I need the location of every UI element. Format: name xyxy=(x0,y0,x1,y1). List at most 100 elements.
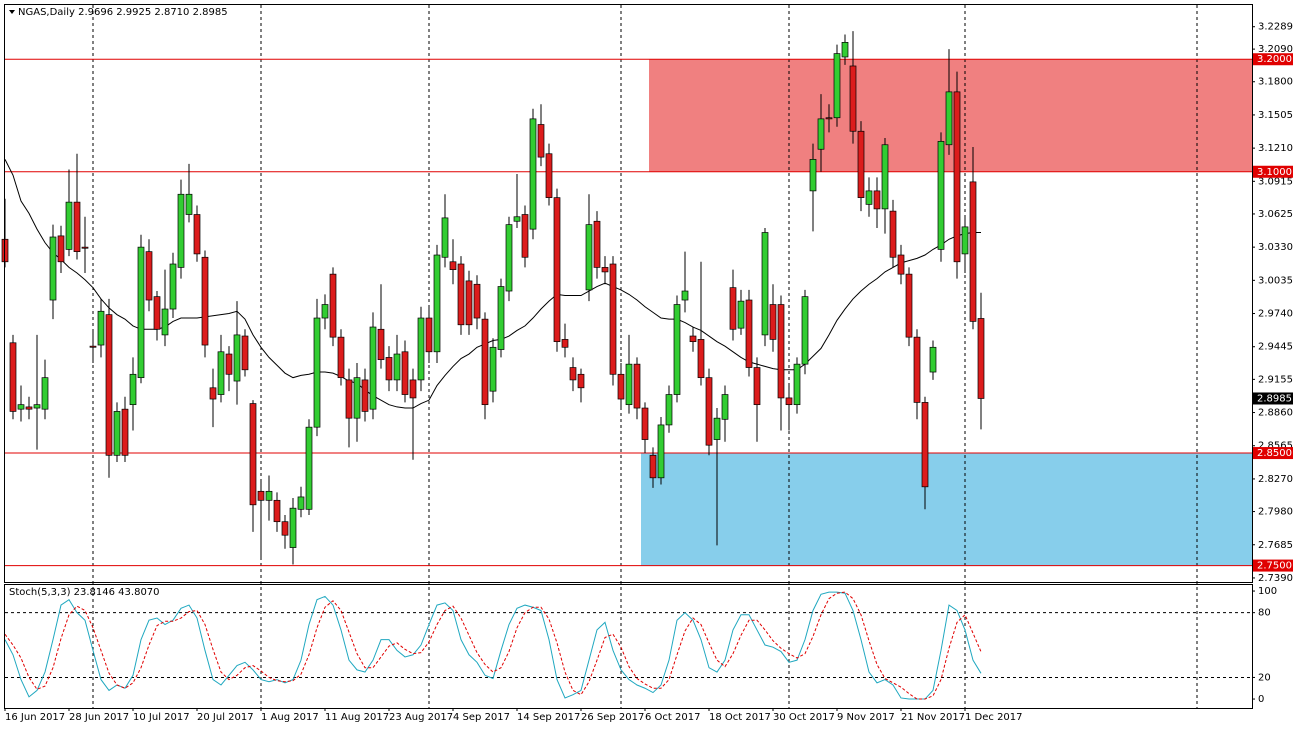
x-tick-label: 18 Oct 2017 xyxy=(709,712,771,723)
candle-body xyxy=(105,314,113,456)
candle-body xyxy=(417,317,425,381)
y-tick-label: 2.8565 xyxy=(1258,441,1293,452)
x-tick-label: 23 Aug 2017 xyxy=(389,712,453,723)
candle-body xyxy=(681,290,689,301)
candle-body xyxy=(953,91,961,263)
candle-body xyxy=(441,217,449,258)
x-tick-label: 20 Jul 2017 xyxy=(197,712,254,723)
candle-body xyxy=(409,379,417,399)
candle-body xyxy=(825,117,833,120)
candle-body xyxy=(929,346,937,373)
candle-body xyxy=(657,424,665,479)
main-frame xyxy=(4,4,1253,583)
candle-body xyxy=(905,273,913,338)
candle-body xyxy=(857,130,865,198)
candle-body xyxy=(833,53,841,119)
level-label-box xyxy=(1253,165,1293,178)
candle-body xyxy=(689,335,697,343)
candle-body xyxy=(777,304,785,399)
candle-body xyxy=(305,426,313,510)
x-tick-label: 1 Aug 2017 xyxy=(261,712,319,723)
candle-body xyxy=(97,310,105,346)
candle-body xyxy=(785,397,793,406)
level-label: 3.1000 xyxy=(1257,167,1292,178)
level-label-box xyxy=(1253,447,1293,460)
candle-body xyxy=(865,190,873,205)
candle-body xyxy=(321,304,329,319)
candle-body xyxy=(209,387,217,400)
zone xyxy=(641,453,1252,566)
candle-body xyxy=(465,280,473,326)
candle-body xyxy=(769,304,777,340)
candle-body xyxy=(201,256,209,346)
level-label: 2.7500 xyxy=(1257,561,1292,572)
candle-body xyxy=(249,403,257,506)
y-tick-label: 3.0625 xyxy=(1258,209,1293,220)
candle-body xyxy=(889,210,897,258)
candle-body xyxy=(425,317,433,353)
menu-arrow[interactable] xyxy=(9,10,15,14)
stoch-tick-label: 20 xyxy=(1258,672,1271,683)
candle-body xyxy=(481,318,489,406)
candle-body xyxy=(497,286,505,350)
y-tick-label: 3.2289 xyxy=(1258,22,1293,33)
candle-body xyxy=(601,267,609,273)
candle-body xyxy=(545,153,553,198)
candle-body xyxy=(313,317,321,428)
candle-body xyxy=(841,42,849,58)
candle-body xyxy=(673,304,681,395)
candle-body xyxy=(913,336,921,403)
candle-body xyxy=(9,342,17,412)
candle-body xyxy=(241,335,249,371)
candle-body xyxy=(633,363,641,409)
chart-title: NGAS,Daily 2.9696 2.9925 2.8710 2.8985 xyxy=(18,7,228,18)
candle-body xyxy=(129,373,137,406)
stoch-frame xyxy=(4,584,1253,709)
y-tick-label: 2.8860 xyxy=(1258,408,1293,419)
candle-body xyxy=(537,124,545,158)
x-tick-label: 4 Sep 2017 xyxy=(453,712,510,723)
last-price-box xyxy=(1253,392,1293,405)
candle-body xyxy=(729,287,737,330)
candle-body xyxy=(137,246,145,379)
candle-body xyxy=(257,490,265,501)
candle-body xyxy=(401,351,409,395)
x-tick-label: 28 Jun 2017 xyxy=(69,712,129,723)
x-tick-label: 21 Nov 2017 xyxy=(901,712,965,723)
x-tick-label: 30 Oct 2017 xyxy=(773,712,835,723)
candle-body xyxy=(217,351,225,395)
candle-body xyxy=(617,373,625,400)
candle-body xyxy=(433,254,441,353)
y-tick-label: 3.2090 xyxy=(1258,44,1293,55)
candle-body xyxy=(329,273,337,338)
stoch-d xyxy=(4,591,982,700)
y-tick-label: 2.9155 xyxy=(1258,374,1293,385)
candle-body xyxy=(193,214,201,255)
candle-body xyxy=(801,296,809,365)
candle-body xyxy=(577,373,585,389)
candle-body xyxy=(33,404,41,409)
candle-body xyxy=(273,499,281,523)
candle-body xyxy=(745,299,753,368)
x-tick-label: 9 Nov 2017 xyxy=(837,712,895,723)
plot xyxy=(1,31,1252,700)
candle-body xyxy=(345,379,353,419)
last-price-label: 2.8985 xyxy=(1257,393,1292,404)
candle-body xyxy=(89,345,97,348)
level-label: 3.2000 xyxy=(1257,54,1292,65)
candle-body xyxy=(585,224,593,291)
x-tick-label: 11 Aug 2017 xyxy=(325,712,389,723)
candle-body xyxy=(25,406,33,410)
candle-body xyxy=(289,507,297,548)
candle-body xyxy=(649,454,657,479)
candle-body xyxy=(705,377,713,446)
candle-body xyxy=(377,328,385,361)
candle-body xyxy=(177,193,185,268)
candle-body xyxy=(625,363,633,406)
candle-body xyxy=(297,496,305,510)
candle-body xyxy=(569,367,577,381)
candle-body xyxy=(361,379,369,412)
candle-body xyxy=(17,404,25,410)
candle-body xyxy=(793,363,801,406)
candle-body xyxy=(921,402,929,488)
